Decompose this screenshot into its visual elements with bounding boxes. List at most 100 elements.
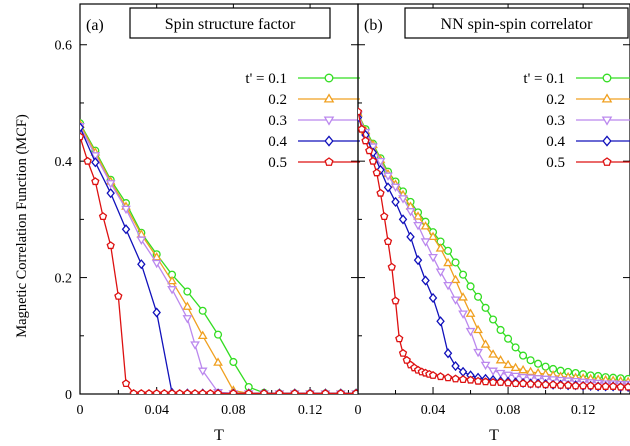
series-line-b-4 bbox=[358, 117, 629, 388]
x-tick-label-a: 0.04 bbox=[144, 403, 169, 418]
data-point-b-2 bbox=[533, 367, 543, 377]
data-point-b-5 bbox=[358, 124, 366, 133]
x-tick-label-a: 0.12 bbox=[298, 403, 323, 418]
data-point-a-3 bbox=[90, 152, 101, 161]
x-tick-label-b: 0.04 bbox=[421, 403, 446, 418]
data-point-b-5 bbox=[548, 380, 558, 389]
data-point-b-1 bbox=[474, 292, 483, 301]
legend-marker-a bbox=[323, 116, 335, 126]
data-point-b-5 bbox=[623, 382, 630, 391]
data-point-a-5 bbox=[91, 177, 100, 186]
data-point-b-1 bbox=[466, 282, 475, 291]
data-point-b-2 bbox=[488, 349, 498, 358]
data-point-b-2 bbox=[480, 339, 491, 348]
data-point-b-5 bbox=[586, 381, 595, 390]
data-point-b-5 bbox=[398, 348, 408, 357]
x-tick-label-a: 0.08 bbox=[221, 403, 246, 418]
legend-label-a: 0.4 bbox=[268, 134, 287, 150]
data-layer-a bbox=[80, 119, 358, 394]
data-point-b-5 bbox=[365, 146, 374, 155]
legend-marker-a bbox=[323, 93, 335, 103]
series-line-b-3 bbox=[358, 114, 629, 385]
data-point-a-2 bbox=[182, 301, 193, 310]
plot-frame-b bbox=[357, 3, 630, 395]
panel-a: 0 0.04 0.08 0.12 0 0.2 0.4 0.6 T (a) Spin structur… bbox=[55, 3, 360, 444]
y-tick-label-a: 0.4 bbox=[55, 155, 73, 170]
data-point-a-5 bbox=[167, 389, 177, 394]
panel-tag-a: (a) bbox=[86, 17, 104, 34]
data-point-b-1 bbox=[451, 258, 460, 267]
data-point-b-5 bbox=[511, 379, 520, 388]
data-point-b-5 bbox=[488, 377, 498, 386]
data-point-a-3 bbox=[197, 367, 208, 376]
data-point-b-5 bbox=[383, 237, 393, 246]
data-point-b-3 bbox=[488, 367, 498, 376]
data-point-b-2 bbox=[458, 292, 468, 301]
data-point-b-1 bbox=[458, 270, 468, 279]
data-point-a-3 bbox=[121, 205, 131, 215]
data-point-a-4 bbox=[106, 188, 115, 199]
panel-b: 0 0.04 0.08 0.12 T (b) NN spin-spin correlator… bbox=[355, 3, 630, 444]
data-point-a-5 bbox=[129, 389, 138, 394]
data-point-b-5 bbox=[391, 296, 400, 305]
data-point-b-5 bbox=[496, 377, 505, 386]
data-point-b-5 bbox=[473, 376, 483, 385]
data-point-b-4 bbox=[383, 182, 393, 193]
panel-tag-b: (b) bbox=[364, 17, 383, 34]
y-tick-label-a: 0.6 bbox=[55, 39, 73, 54]
data-point-b-3 bbox=[458, 310, 468, 319]
data-point-b-3 bbox=[525, 374, 536, 383]
data-point-b-1 bbox=[519, 351, 528, 360]
data-point-b-1 bbox=[504, 334, 513, 343]
legend-label-b: 0.4 bbox=[546, 134, 565, 150]
data-point-b-4 bbox=[443, 348, 453, 359]
series-line-a-1 bbox=[80, 123, 357, 394]
legend-label-a: 0.2 bbox=[268, 92, 287, 108]
data-point-b-5 bbox=[428, 370, 438, 379]
legend-marker-a bbox=[324, 135, 334, 147]
data-point-b-5 bbox=[571, 381, 580, 390]
data-point-b-2 bbox=[420, 221, 431, 230]
data-point-b-5 bbox=[376, 188, 385, 197]
data-point-b-4 bbox=[406, 231, 415, 242]
data-point-a-5 bbox=[229, 389, 238, 394]
data-point-b-3 bbox=[420, 238, 431, 247]
data-point-a-3 bbox=[182, 315, 193, 324]
data-point-b-2 bbox=[435, 243, 446, 252]
data-point-a-5 bbox=[213, 389, 223, 394]
data-point-a-5 bbox=[80, 132, 85, 141]
data-point-b-5 bbox=[466, 375, 475, 384]
data-point-b-3 bbox=[465, 327, 476, 337]
data-point-a-2 bbox=[167, 275, 177, 285]
data-point-b-5 bbox=[361, 136, 370, 145]
data-point-b-5 bbox=[358, 107, 363, 116]
x-tick-label-b: 0 bbox=[355, 403, 362, 418]
data-point-a-5 bbox=[305, 389, 315, 394]
panel-title-b: NN spin-spin correlator bbox=[441, 16, 594, 33]
data-point-b-5 bbox=[387, 262, 396, 271]
data-point-a-4 bbox=[121, 224, 131, 235]
data-point-a-5 bbox=[144, 389, 154, 394]
data-point-b-5 bbox=[593, 382, 603, 390]
data-point-a-5 bbox=[98, 212, 108, 221]
data-point-b-5 bbox=[578, 381, 588, 390]
data-point-b-5 bbox=[402, 355, 411, 364]
data-point-b-5 bbox=[533, 379, 543, 388]
data-point-b-3 bbox=[518, 373, 528, 383]
data-point-b-5 bbox=[503, 378, 513, 387]
data-point-b-3 bbox=[413, 221, 423, 231]
data-point-b-2 bbox=[450, 274, 461, 284]
data-point-b-5 bbox=[541, 380, 550, 389]
data-point-a-5 bbox=[137, 389, 146, 394]
data-point-b-3 bbox=[443, 281, 453, 291]
data-point-b-3 bbox=[375, 157, 386, 167]
data-point-b-3 bbox=[480, 361, 491, 371]
data-point-a-1 bbox=[213, 330, 223, 339]
x-axis-label-a: T bbox=[214, 427, 224, 444]
data-point-b-5 bbox=[451, 374, 460, 383]
data-point-b-4 bbox=[391, 196, 400, 208]
data-point-a-5 bbox=[152, 389, 161, 394]
legend-marker-a bbox=[324, 157, 334, 166]
legend-label-a: t' = 0.1 bbox=[245, 71, 287, 87]
